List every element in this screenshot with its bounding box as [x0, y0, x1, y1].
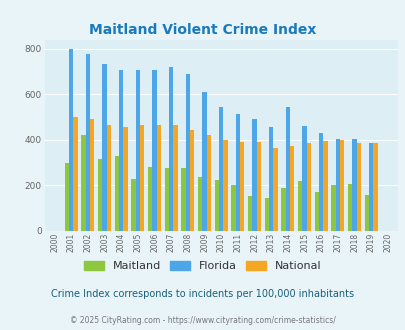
Bar — [231, 185, 235, 231]
Bar — [223, 140, 227, 231]
Bar — [339, 140, 343, 231]
Bar — [373, 143, 377, 231]
Bar — [368, 143, 373, 231]
Bar — [152, 70, 156, 231]
Text: Maitland Violent Crime Index: Maitland Violent Crime Index — [89, 23, 316, 37]
Bar — [247, 196, 252, 231]
Bar — [198, 178, 202, 231]
Bar — [140, 125, 144, 231]
Bar — [269, 127, 273, 231]
Text: Crime Index corresponds to incidents per 100,000 inhabitants: Crime Index corresponds to incidents per… — [51, 289, 354, 299]
Bar — [148, 167, 152, 231]
Bar — [239, 142, 244, 231]
Bar — [131, 179, 135, 231]
Bar — [323, 141, 327, 231]
Bar — [281, 188, 285, 231]
Text: © 2025 CityRating.com - https://www.cityrating.com/crime-statistics/: © 2025 CityRating.com - https://www.city… — [70, 316, 335, 325]
Bar — [135, 70, 140, 231]
Bar — [65, 163, 69, 231]
Bar — [289, 146, 294, 231]
Bar — [73, 117, 78, 231]
Bar — [190, 130, 194, 231]
Bar — [202, 92, 206, 231]
Bar — [318, 133, 323, 231]
Bar — [185, 74, 190, 231]
Bar — [181, 168, 185, 231]
Bar — [156, 125, 161, 231]
Bar — [347, 184, 352, 231]
Bar — [306, 143, 310, 231]
Bar — [81, 135, 85, 231]
Bar — [235, 114, 239, 231]
Bar — [297, 181, 302, 231]
Bar — [102, 63, 107, 231]
Bar — [85, 54, 90, 231]
Bar — [364, 195, 368, 231]
Bar — [356, 143, 360, 231]
Bar — [352, 139, 356, 231]
Bar — [302, 126, 306, 231]
Bar — [107, 125, 111, 231]
Bar — [169, 67, 173, 231]
Bar — [115, 156, 119, 231]
Bar — [330, 185, 335, 231]
Bar — [285, 107, 289, 231]
Bar — [335, 139, 339, 231]
Bar — [90, 119, 94, 231]
Bar — [264, 198, 269, 231]
Bar — [214, 180, 219, 231]
Bar — [206, 135, 211, 231]
Bar — [173, 125, 177, 231]
Bar — [69, 49, 73, 231]
Bar — [314, 192, 318, 231]
Legend: Maitland, Florida, National: Maitland, Florida, National — [80, 256, 325, 276]
Bar — [98, 159, 102, 231]
Bar — [252, 119, 256, 231]
Bar — [164, 168, 169, 231]
Bar — [256, 142, 260, 231]
Bar — [123, 127, 128, 231]
Bar — [119, 70, 123, 231]
Bar — [219, 107, 223, 231]
Bar — [273, 148, 277, 231]
